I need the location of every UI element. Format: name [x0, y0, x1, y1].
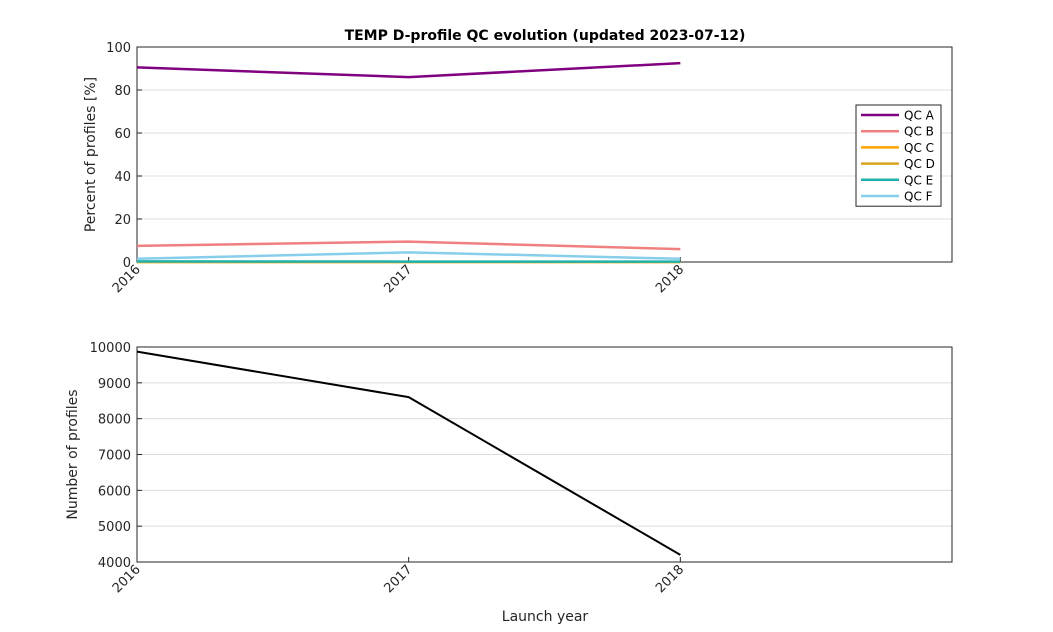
legend-box [855, 104, 942, 207]
y-tick-label: 10000 [90, 341, 131, 356]
x-tick-label: 2018 [653, 562, 687, 596]
x-tick-label: 2016 [110, 262, 144, 296]
y-tick-label: 7000 [98, 449, 131, 464]
y-tick-label: 6000 [98, 484, 131, 499]
y-axis-label: Number of profiles [65, 389, 81, 519]
series-line-qc-f [136, 251, 681, 261]
y-tick-label: 9000 [98, 377, 131, 392]
y-tick-label: 0 [123, 256, 131, 271]
series-line [136, 350, 681, 556]
y-tick-label: 80 [114, 84, 131, 99]
legend-entry: QC F [904, 190, 933, 204]
legend-entry: QC D [904, 157, 935, 171]
y-tick-label: 5000 [98, 520, 131, 535]
x-tick-label: 2017 [381, 562, 415, 596]
y-tick-label: 60 [114, 127, 131, 142]
chart-title: TEMP D-profile QC evolution (updated 202… [345, 28, 746, 44]
x-axis-label: Launch year [502, 609, 589, 625]
series-line-qc-b [136, 240, 681, 251]
y-tick-label: 4000 [98, 556, 131, 571]
x-tick-label: 2018 [653, 262, 687, 296]
series-line-qc-a [136, 61, 681, 79]
y-tick-label: 8000 [98, 413, 131, 428]
x-tick-label: 2017 [381, 262, 415, 296]
legend-entry: QC B [904, 125, 934, 139]
y-tick-label: 100 [106, 41, 131, 56]
y-tick-label: 20 [114, 213, 131, 228]
legend: QC A QC B QC C QC D QC E QC F [855, 104, 942, 207]
legend-entry: QC A [904, 109, 935, 123]
axes-frame [136, 46, 953, 263]
legend-entry: QC E [904, 173, 933, 187]
y-axis-label: Percent of profiles [%] [83, 77, 99, 232]
legend-entry: QC C [904, 141, 934, 155]
axes-frame [136, 346, 953, 563]
top-axes: 0 20 40 60 80 100 2016 2017 2018 Percent of profi… [83, 41, 953, 296]
y-tick-label: 40 [114, 170, 131, 185]
